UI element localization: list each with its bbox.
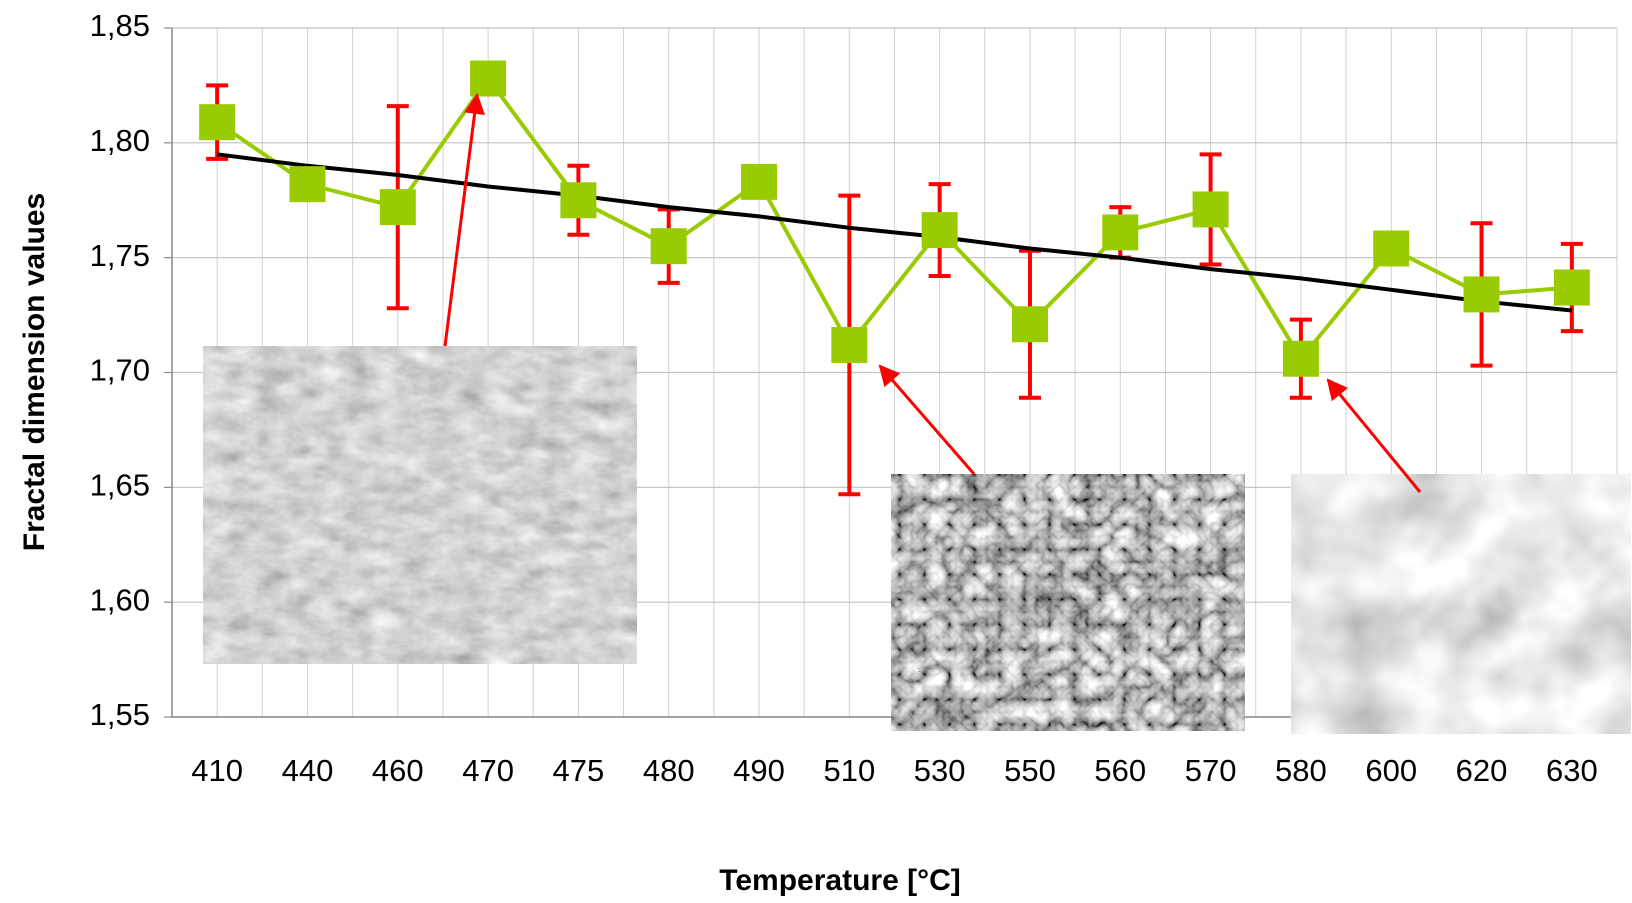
x-tick-label: 480 bbox=[643, 753, 695, 788]
marker bbox=[1463, 276, 1500, 313]
x-tick-label: 570 bbox=[1185, 753, 1237, 788]
micrograph bbox=[203, 346, 637, 664]
marker bbox=[289, 166, 326, 203]
x-axis-title: Temperature [°C] bbox=[719, 864, 960, 897]
x-tick-label: 550 bbox=[1004, 753, 1056, 788]
marker bbox=[1373, 230, 1410, 267]
marker bbox=[741, 163, 778, 200]
y-tick-label: 1,70 bbox=[90, 353, 150, 388]
x-tick-label: 410 bbox=[191, 753, 243, 788]
y-tick-label: 1,60 bbox=[90, 582, 150, 617]
y-tick-label: 1,80 bbox=[90, 123, 150, 158]
x-tick-label: 440 bbox=[282, 753, 334, 788]
x-tick-label: 620 bbox=[1456, 753, 1508, 788]
marker bbox=[379, 189, 416, 226]
x-tick-label: 600 bbox=[1365, 753, 1417, 788]
marker bbox=[1011, 306, 1048, 343]
marker bbox=[1282, 340, 1319, 377]
y-tick-label: 1,85 bbox=[90, 8, 150, 43]
marker bbox=[831, 326, 868, 363]
trend-line bbox=[216, 152, 1573, 313]
plot bbox=[199, 60, 1590, 497]
marker bbox=[199, 104, 236, 141]
x-tick-label: 580 bbox=[1275, 753, 1327, 788]
marker bbox=[1102, 214, 1139, 251]
marker bbox=[650, 228, 687, 265]
arrow bbox=[443, 92, 486, 347]
x-tick-label: 630 bbox=[1546, 753, 1598, 788]
marker bbox=[1192, 191, 1229, 228]
y-tick-label: 1,65 bbox=[90, 468, 150, 503]
y-axis-title: Fractal dimension values bbox=[18, 193, 51, 551]
micrograph bbox=[891, 474, 1245, 731]
y-tick-label: 1,55 bbox=[90, 697, 150, 732]
arrow bbox=[878, 364, 976, 475]
marker bbox=[1553, 269, 1590, 306]
x-tick-label: 560 bbox=[1094, 753, 1146, 788]
series-line bbox=[216, 75, 1572, 363]
x-tick-label: 530 bbox=[914, 753, 966, 788]
micrograph bbox=[1291, 474, 1631, 734]
x-tick-label: 510 bbox=[823, 753, 875, 788]
marker bbox=[470, 60, 507, 97]
x-tick-label: 470 bbox=[462, 753, 514, 788]
arrow bbox=[1326, 378, 1422, 493]
marker bbox=[921, 212, 958, 249]
marker bbox=[560, 182, 597, 219]
x-tick-label: 490 bbox=[733, 753, 785, 788]
x-tick-label: 460 bbox=[372, 753, 424, 788]
y-tick-label: 1,75 bbox=[90, 238, 150, 273]
x-tick-label: 475 bbox=[553, 753, 605, 788]
micrographs bbox=[203, 92, 1631, 734]
